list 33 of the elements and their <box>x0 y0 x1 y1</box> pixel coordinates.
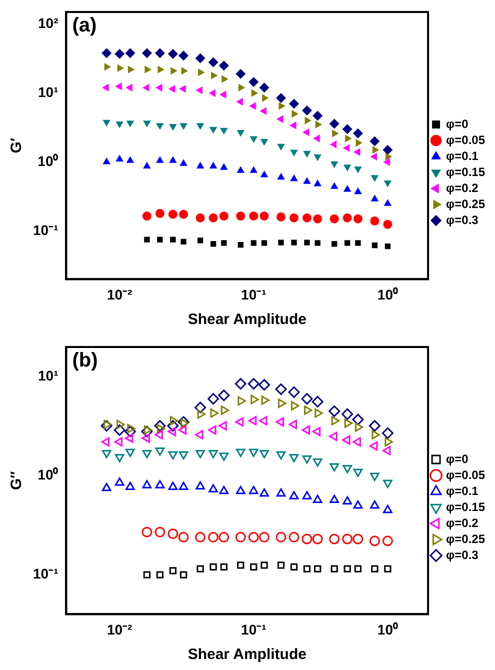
x-tick-label: 10⁻¹ <box>241 621 267 638</box>
y-tick-label: 10² <box>38 15 59 31</box>
legend-label: φ=0.1 <box>446 484 479 498</box>
legend-label: φ=0.2 <box>446 180 479 195</box>
annotation: (a) <box>72 14 97 37</box>
legend-label: φ=0.05 <box>446 468 486 482</box>
x-tick-label: 10⁰ <box>377 621 398 638</box>
legend-label: φ=0.25 <box>446 196 486 211</box>
y-tick-label: 10⁻¹ <box>33 222 59 238</box>
legend-label: φ=0.3 <box>446 548 479 562</box>
y-axis-title: G″ <box>8 471 26 490</box>
y-tick-label: 10¹ <box>38 368 59 384</box>
y-tick-label: 10⁰ <box>38 466 58 483</box>
legend-label: φ=0.1 <box>446 148 479 163</box>
legend-label: φ=0.05 <box>446 132 486 147</box>
legend-label: φ=0 <box>446 116 469 131</box>
legend-label: φ=0.15 <box>446 164 486 179</box>
y-tick-label: 10⁰ <box>38 152 58 169</box>
annotation: (b) <box>72 350 98 372</box>
x-tick-label: 10⁻¹ <box>241 286 267 302</box>
y-tick-label: 10¹ <box>38 84 59 100</box>
x-tick-label: 10⁻² <box>106 621 133 638</box>
legend-label: φ=0 <box>446 452 469 466</box>
x-axis-title: Shear Amplitude <box>188 311 306 328</box>
x-tick-label: 10⁰ <box>377 286 398 302</box>
y-axis-title: G′ <box>8 138 26 154</box>
x-axis-title: Shear Amplitude <box>188 646 306 664</box>
legend-label: φ=0.25 <box>446 532 486 546</box>
legend-label: φ=0.15 <box>446 500 486 514</box>
legend-label: φ=0.2 <box>446 516 479 530</box>
y-tick-label: 10⁻¹ <box>33 566 59 582</box>
legend-label: φ=0.3 <box>446 212 479 227</box>
x-tick-label: 10⁻² <box>106 286 133 302</box>
